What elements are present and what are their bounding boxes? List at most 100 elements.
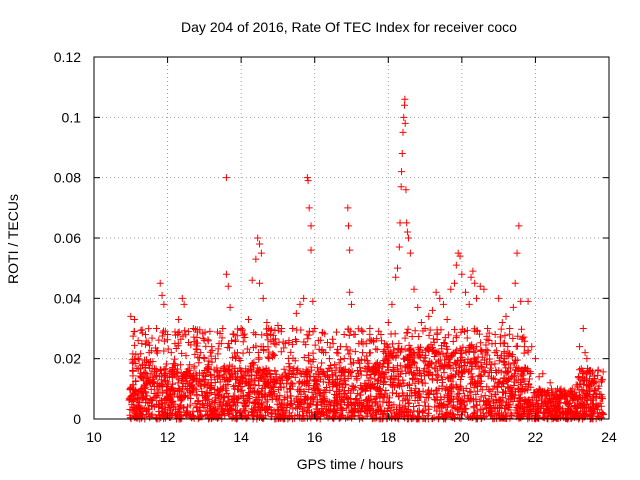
data-point	[214, 350, 222, 358]
data-point	[337, 380, 345, 388]
data-point	[351, 348, 359, 356]
data-point	[340, 366, 348, 374]
data-point	[248, 276, 256, 284]
y-tick-label: 0.02	[54, 351, 81, 367]
data-point	[211, 379, 219, 387]
data-point	[271, 335, 279, 343]
data-point	[200, 336, 208, 344]
data-point	[152, 347, 160, 355]
data-point	[144, 405, 152, 413]
data-point	[457, 384, 465, 392]
data-point	[496, 354, 504, 362]
data-point	[478, 386, 486, 394]
data-point	[594, 367, 602, 375]
data-point	[383, 399, 391, 407]
data-point	[309, 394, 317, 402]
data-point	[398, 168, 406, 176]
data-point	[233, 406, 241, 414]
data-point	[577, 365, 585, 373]
data-point	[497, 325, 505, 333]
data-point	[504, 395, 512, 403]
data-point	[314, 337, 322, 345]
data-point	[305, 372, 313, 380]
data-point	[195, 359, 203, 367]
data-point	[220, 375, 228, 383]
data-point	[495, 379, 503, 387]
data-point	[188, 382, 196, 390]
data-point	[180, 404, 188, 412]
x-axis-label: GPS time / hours	[297, 456, 404, 472]
data-point	[272, 379, 280, 387]
data-point	[267, 388, 275, 396]
data-point	[411, 388, 419, 396]
data-point	[203, 411, 211, 419]
y-tick-label: 0.04	[54, 290, 81, 306]
data-point	[482, 412, 490, 420]
data-point	[208, 343, 216, 351]
data-point	[579, 401, 587, 409]
data-point	[410, 285, 418, 293]
data-point	[253, 368, 261, 376]
data-point	[466, 387, 474, 395]
data-point	[329, 335, 337, 343]
data-point	[280, 383, 288, 391]
data-point	[524, 367, 532, 375]
data-point	[451, 348, 459, 356]
data-point	[254, 369, 262, 377]
data-point	[318, 346, 326, 354]
data-point	[566, 406, 574, 414]
data-point	[395, 340, 403, 348]
data-point	[481, 367, 489, 375]
data-point	[399, 128, 407, 136]
data-point	[229, 330, 237, 338]
data-point	[533, 393, 541, 401]
data-point	[202, 342, 210, 350]
data-point	[421, 325, 429, 332]
data-point	[520, 343, 528, 351]
data-point	[521, 397, 529, 405]
data-point	[158, 382, 166, 390]
data-point	[401, 334, 409, 342]
data-point	[191, 338, 199, 346]
data-point	[353, 376, 361, 384]
data-point	[456, 376, 464, 384]
data-point	[255, 390, 263, 398]
data-point	[130, 328, 138, 336]
data-point	[359, 349, 367, 357]
data-point	[320, 411, 328, 419]
data-point	[425, 390, 433, 398]
data-point	[596, 409, 604, 417]
data-point	[497, 333, 505, 341]
data-point	[304, 376, 312, 384]
data-point	[457, 362, 465, 370]
data-point	[494, 380, 502, 388]
y-tick-label: 0.12	[54, 49, 81, 65]
data-point	[535, 373, 543, 381]
data-point	[145, 349, 153, 357]
data-point	[193, 326, 201, 334]
data-point	[501, 361, 509, 369]
data-point	[452, 332, 460, 340]
data-point	[459, 343, 467, 351]
data-point	[421, 358, 429, 366]
data-point	[234, 398, 242, 406]
data-point	[171, 387, 179, 395]
data-point	[185, 367, 193, 375]
data-point	[226, 303, 234, 311]
data-point	[248, 359, 256, 367]
data-point	[318, 404, 326, 412]
data-point	[192, 378, 200, 386]
data-point	[157, 366, 165, 374]
data-point	[304, 177, 312, 185]
data-point	[296, 414, 304, 422]
data-point	[575, 374, 583, 382]
data-point	[207, 352, 215, 360]
data-point	[484, 325, 492, 332]
data-point	[222, 270, 230, 278]
data-point	[241, 334, 249, 342]
data-point	[444, 362, 452, 370]
data-point	[300, 294, 308, 302]
data-point	[239, 392, 247, 400]
data-point	[206, 370, 214, 378]
data-point	[270, 340, 278, 348]
